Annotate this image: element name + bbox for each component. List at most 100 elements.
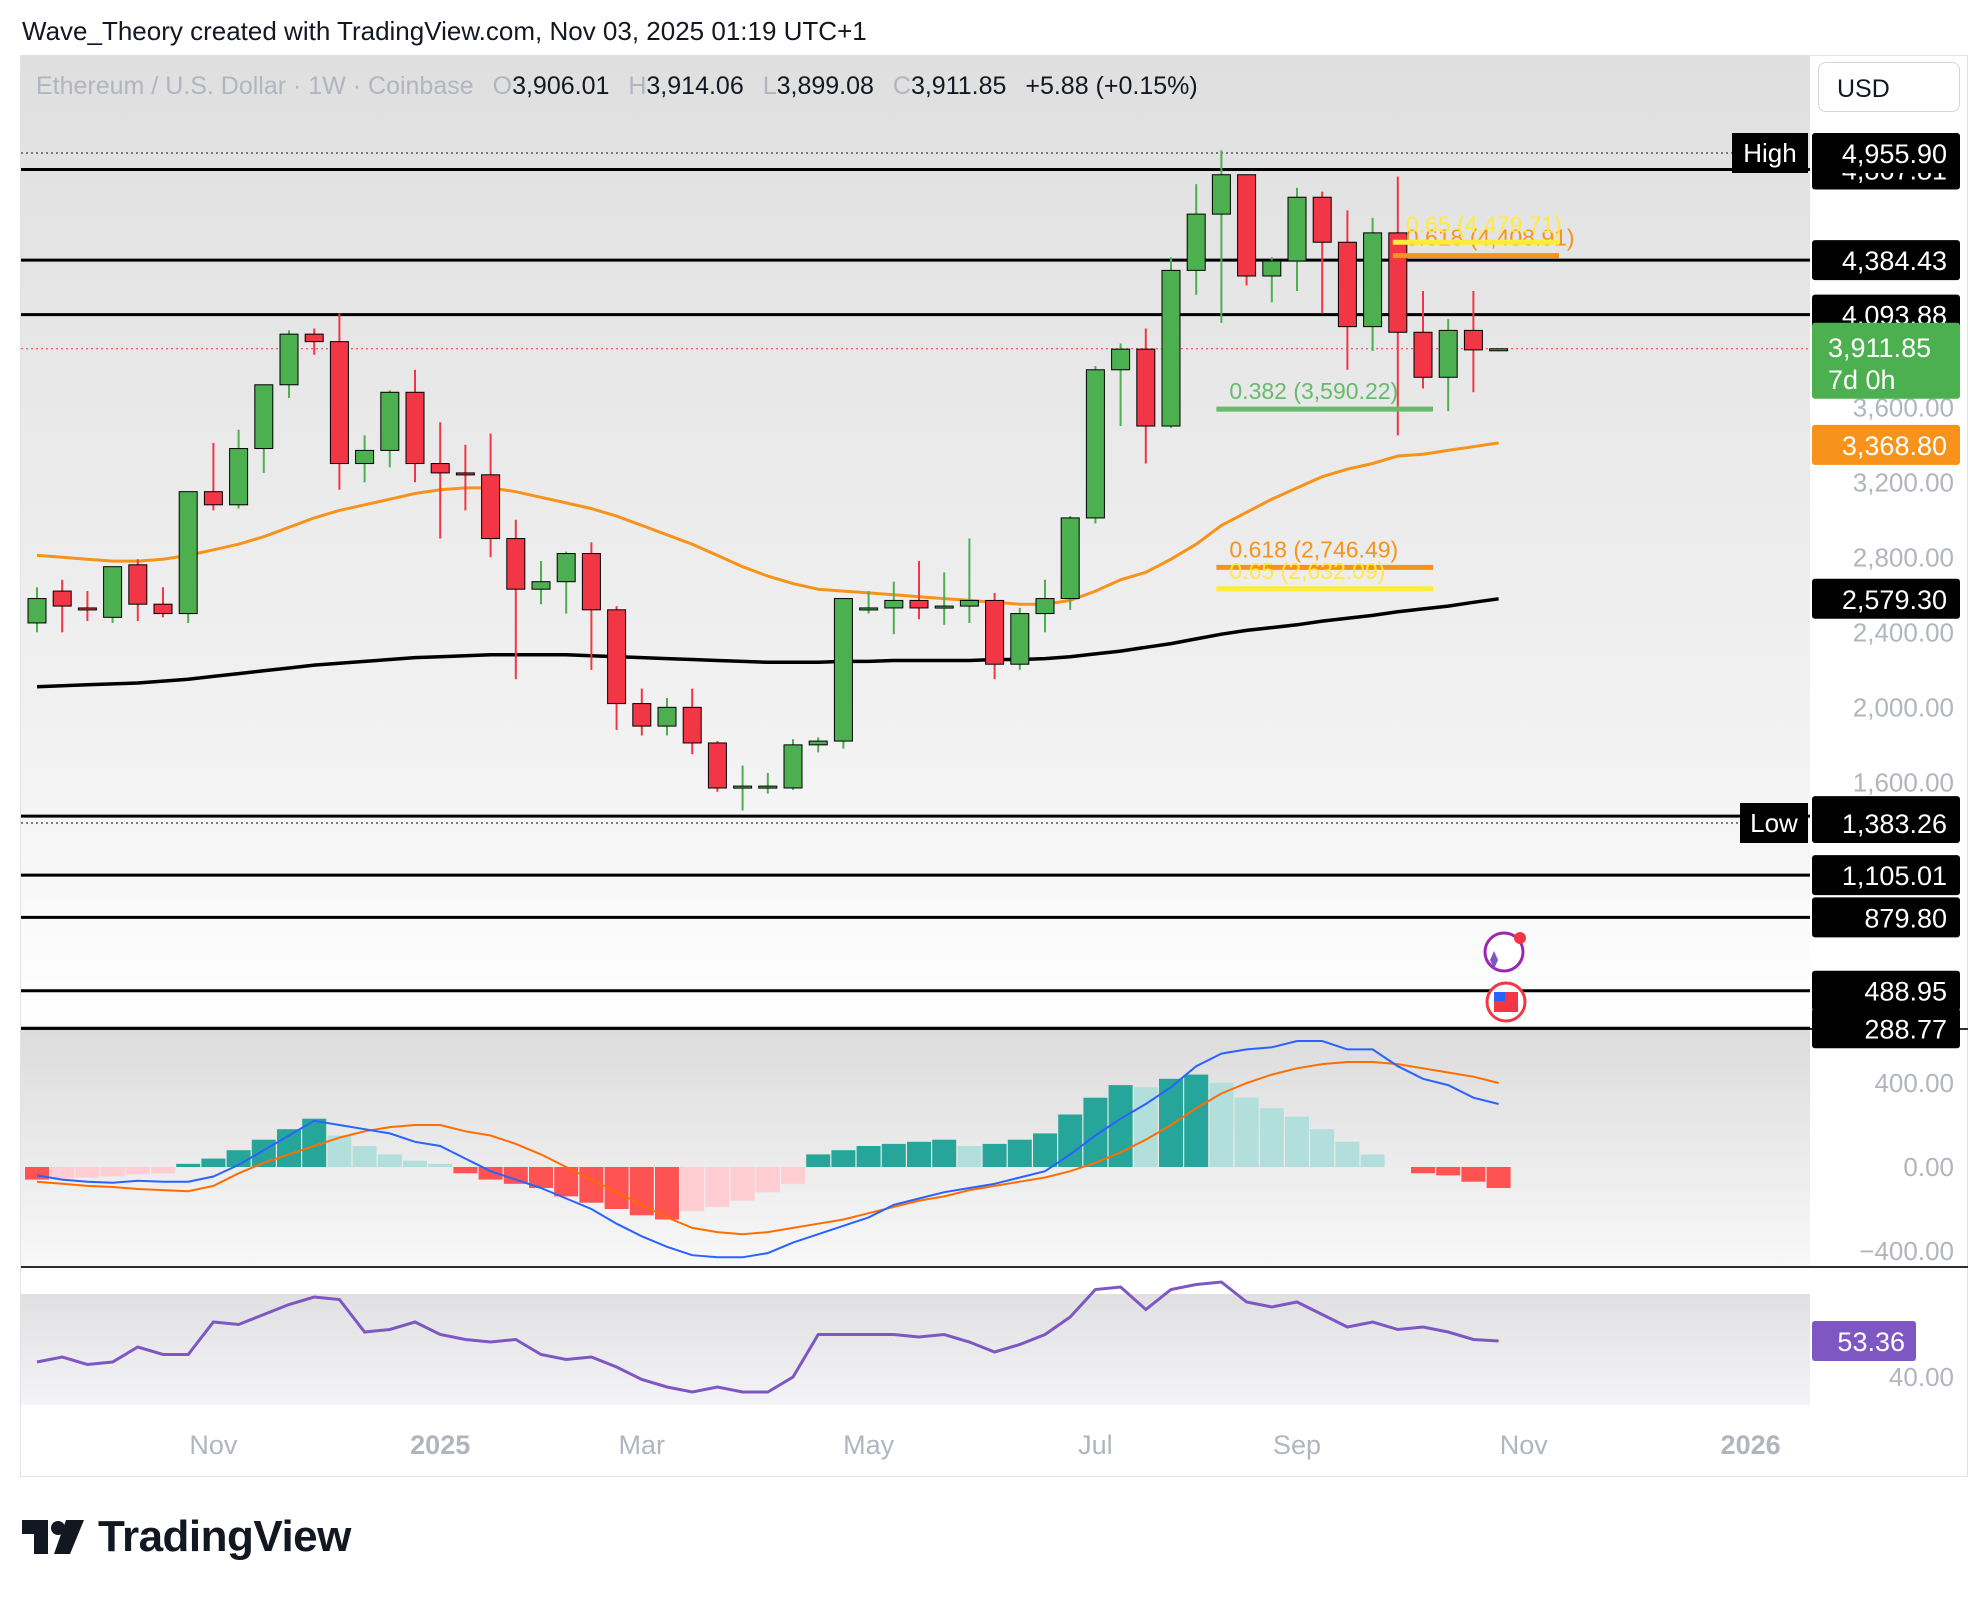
candle-body (1237, 174, 1257, 277)
macd-histogram-bar (1184, 1074, 1209, 1167)
candle-body (481, 474, 501, 540)
candle (1262, 257, 1282, 303)
candle-body (1136, 348, 1156, 427)
candle (1060, 516, 1080, 610)
macd-histogram-bar (1360, 1154, 1385, 1167)
macd-axis-tick: 0.00 (1903, 1152, 1954, 1182)
candle (481, 433, 501, 558)
author-credit: Wave_Theory created with TradingView.com… (22, 16, 867, 46)
candle (1337, 210, 1357, 370)
rsi-tag-bg (1812, 1321, 1916, 1361)
candle (934, 572, 954, 625)
candle-body (27, 598, 47, 624)
candle-body (203, 491, 223, 506)
sparkle-event-icon (1483, 931, 1526, 973)
currency-selector-button[interactable]: USD (1818, 62, 1960, 112)
candle (1287, 187, 1307, 292)
price-axis-tick: 1,600.00 (1853, 767, 1954, 797)
macd-histogram-bar (352, 1146, 377, 1167)
time-axis-label: Nov (1500, 1430, 1549, 1460)
candle (632, 688, 652, 736)
candle-body (1438, 329, 1458, 378)
low-tag-bg (1740, 803, 1808, 843)
macd-axis-tick: 400.00 (1874, 1068, 1954, 1098)
candle-body (1186, 213, 1206, 271)
candle (455, 444, 475, 511)
close-label: C (892, 72, 911, 100)
symbol-legend: Ethereum / U.S. Dollar · 1W · Coinbase O… (36, 72, 1198, 101)
candle-body (279, 333, 299, 386)
level-price-tag: 4,384.43 (1842, 246, 1947, 276)
high-label: H (628, 72, 647, 100)
macd-histogram-bar (1209, 1083, 1234, 1167)
symbol-name: Ethereum / U.S. Dollar · 1W · Coinbase (36, 72, 474, 100)
candle-body (1085, 369, 1105, 519)
candle (128, 559, 148, 622)
macd-histogram-bar (1234, 1097, 1259, 1167)
candle-body (758, 785, 778, 789)
candle-body (859, 607, 879, 611)
brand-name: TradingView (98, 1512, 351, 1561)
candle-body (531, 581, 551, 590)
candle-body (707, 742, 727, 789)
price-axis-tick: 2,000.00 (1853, 692, 1954, 722)
candle (733, 765, 753, 811)
candle (506, 519, 526, 680)
macd-histogram-bar (1436, 1167, 1461, 1176)
level-price-tag-bg (1812, 897, 1960, 938)
macd-histogram-bar (1486, 1167, 1511, 1188)
candle-body (355, 449, 375, 465)
candle-body (103, 566, 123, 618)
fib-level-label: 0.65 (2,632.09) (1229, 558, 1385, 584)
macd-histogram-bar (831, 1150, 856, 1167)
candle-body (1312, 196, 1332, 243)
candle-body (455, 472, 475, 476)
candle (355, 435, 375, 483)
macd-histogram-bar (75, 1167, 100, 1178)
close-value: 3,911.85 (910, 72, 1007, 100)
candle (531, 561, 551, 605)
high-value: 3,914.06 (646, 72, 744, 100)
candle-body (405, 391, 425, 465)
candle-body (1010, 613, 1030, 665)
macd-histogram-bar (226, 1150, 251, 1167)
candle (77, 591, 97, 622)
candle-body (884, 599, 904, 609)
candle-body (1413, 331, 1433, 378)
ma-tag-bg (1812, 578, 1960, 619)
time-axis-label: Sep (1273, 1430, 1321, 1460)
candle (859, 591, 879, 614)
macd-histogram-bar (1058, 1114, 1083, 1167)
candle (556, 551, 576, 614)
price-axis-tick: 3,200.00 (1853, 467, 1954, 497)
candle (203, 442, 223, 511)
level-price-tag: 879.80 (1864, 903, 1947, 933)
candle (178, 491, 198, 623)
fib-level-label: 0.382 (3,590.22) (1229, 378, 1398, 404)
macd-histogram-bar (100, 1167, 125, 1177)
candle-body (1111, 348, 1131, 371)
candle (657, 697, 677, 736)
candle (1161, 257, 1181, 428)
candle-body (959, 599, 979, 607)
candle (985, 592, 1005, 680)
candle-body (329, 341, 349, 465)
candle (52, 579, 72, 633)
time-axis-label: 2026 (1721, 1430, 1781, 1460)
candle-body (254, 384, 274, 450)
macd-histogram-bar (478, 1167, 503, 1180)
fib-level-label: 0.65 (4,479.71) (1406, 211, 1562, 237)
candle (884, 581, 904, 635)
tradingview-brand[interactable]: TradingView (22, 1512, 351, 1562)
candle (1489, 348, 1509, 352)
macd-histogram-bar (503, 1167, 528, 1184)
level-price-tag: 288.77 (1864, 1014, 1947, 1044)
high-price-tag-bg (1812, 133, 1960, 173)
candle (783, 739, 803, 790)
candle-body (581, 553, 601, 611)
candle (103, 566, 123, 623)
us-flag-event-icon (1485, 981, 1527, 1023)
macd-histogram-bar (1133, 1087, 1158, 1167)
macd-histogram-bar (957, 1146, 982, 1167)
